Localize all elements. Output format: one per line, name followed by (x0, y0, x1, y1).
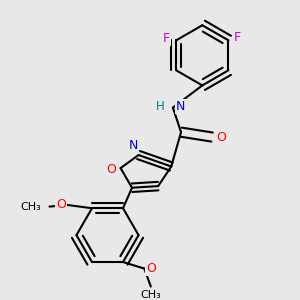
Text: O: O (216, 130, 226, 144)
Text: F: F (234, 31, 241, 44)
Text: CH₃: CH₃ (20, 202, 41, 212)
Text: N: N (129, 140, 138, 152)
Text: O: O (146, 262, 156, 275)
Text: O: O (56, 198, 66, 211)
Text: H: H (156, 100, 165, 112)
Text: F: F (163, 32, 170, 45)
Text: N: N (176, 100, 185, 112)
Text: O: O (106, 163, 116, 176)
Text: CH₃: CH₃ (140, 290, 161, 300)
